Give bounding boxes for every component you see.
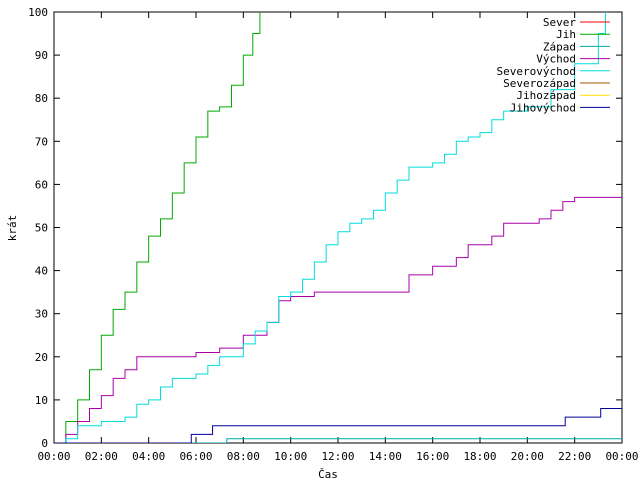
series-lines xyxy=(54,12,622,443)
series-line-4 xyxy=(54,12,606,443)
y-axis-label: krát xyxy=(6,215,19,242)
x-tick-label: 12:00 xyxy=(321,450,354,463)
x-tick-label: 18:00 xyxy=(463,450,496,463)
y-tick-label: 80 xyxy=(35,92,48,105)
y-axis: 0 10 20 30 40 50 60 70 80 90 100 xyxy=(28,6,622,450)
x-axis: 00:00 02:00 04:00 06:00 08:00 10:00 12:00 14:00… xyxy=(37,12,639,463)
x-tick-label: 00:00 xyxy=(37,450,70,463)
legend-label: Severozápad xyxy=(503,77,576,90)
y-tick-label: 70 xyxy=(35,135,48,148)
series-line-1 xyxy=(54,12,261,443)
legend-label: Jih xyxy=(556,28,576,41)
x-axis-label: Čas xyxy=(318,468,338,480)
x-tick-label: 16:00 xyxy=(416,450,449,463)
legend-label: Západ xyxy=(543,40,576,53)
x-tick-label: 04:00 xyxy=(132,450,165,463)
series-line-3 xyxy=(54,196,622,443)
x-tick-label: 02:00 xyxy=(85,450,118,463)
x-tick-label: 10:00 xyxy=(274,450,307,463)
y-tick-label: 20 xyxy=(35,351,48,364)
series-line-2 xyxy=(54,438,622,443)
series-line-7 xyxy=(54,408,622,443)
x-tick-label: 00:00 xyxy=(605,450,638,463)
legend-label: Jihozápad xyxy=(516,89,576,102)
legend-label: Severovýchod xyxy=(497,65,576,78)
y-tick-label: 60 xyxy=(35,178,48,191)
y-tick-label: 30 xyxy=(35,308,48,321)
x-tick-label: 22:00 xyxy=(558,450,591,463)
legend: SeverJihZápadVýchodSeverovýchodSeverozáp… xyxy=(497,16,610,114)
y-tick-label: 50 xyxy=(35,222,48,235)
y-tick-label: 100 xyxy=(28,6,48,19)
legend-label: Jihovýchod xyxy=(510,101,576,114)
legend-label: Sever xyxy=(543,16,576,29)
y-tick-label: 0 xyxy=(41,437,48,450)
y-tick-label: 40 xyxy=(35,265,48,278)
x-tick-label: 14:00 xyxy=(369,450,402,463)
y-tick-label: 90 xyxy=(35,49,48,62)
x-tick-label: 08:00 xyxy=(227,450,260,463)
x-tick-label: 06:00 xyxy=(179,450,212,463)
legend-label: Východ xyxy=(536,53,576,66)
x-tick-label: 20:00 xyxy=(511,450,544,463)
y-tick-label: 10 xyxy=(35,394,48,407)
